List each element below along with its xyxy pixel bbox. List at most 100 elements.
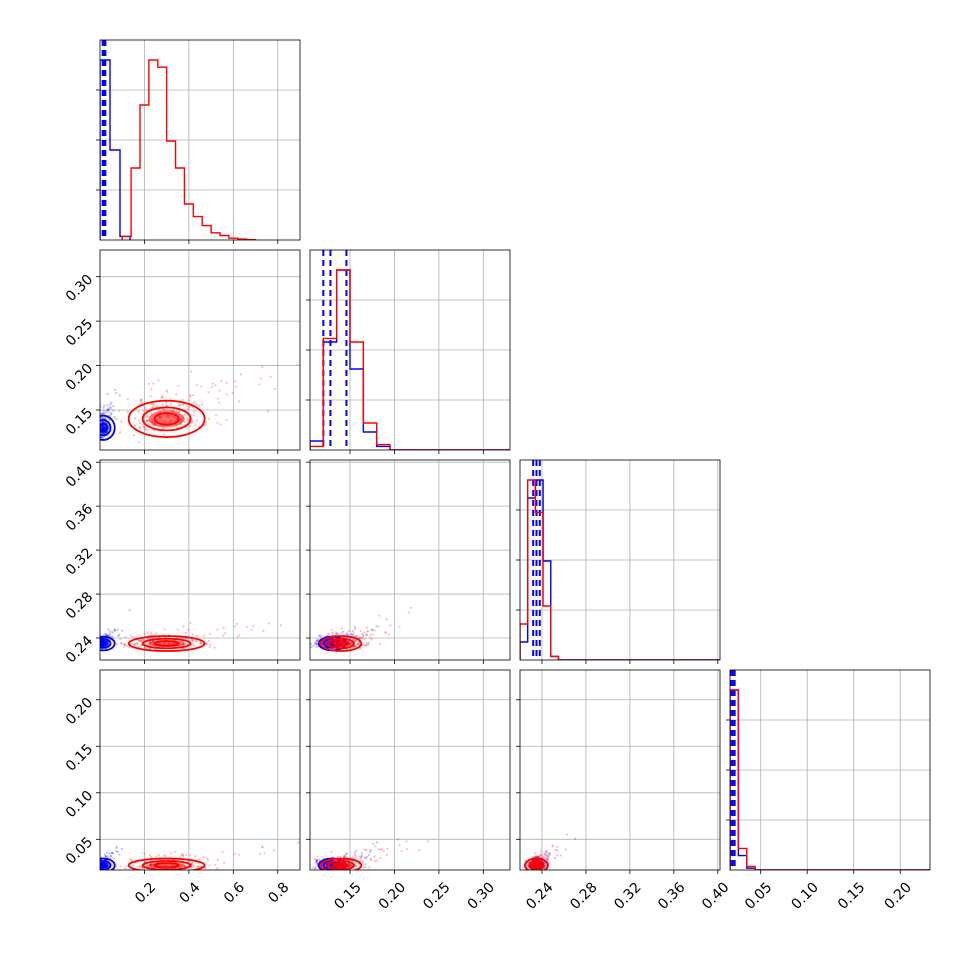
x-tick-label: 0.8 xyxy=(265,879,292,906)
sample-point-blue xyxy=(345,632,349,635)
sample-point-blue xyxy=(111,635,114,638)
sample-point-blue xyxy=(363,856,366,859)
sample-point-red xyxy=(354,856,358,859)
sample-point-blue xyxy=(108,852,111,855)
sample-point-red xyxy=(344,633,347,636)
sample-point-blue xyxy=(107,407,110,410)
sample-point-red xyxy=(400,849,403,853)
sample-point-red xyxy=(142,867,145,870)
sample-point-red xyxy=(213,646,216,649)
contour-red xyxy=(531,862,541,869)
sample-point-blue xyxy=(112,857,116,860)
panel-content xyxy=(98,838,300,873)
sample-point-blue xyxy=(115,846,118,849)
sample-point-red xyxy=(140,401,143,404)
contour-blue xyxy=(100,862,108,869)
x-tick-label: 0.28 xyxy=(567,879,600,912)
sample-point-red xyxy=(188,399,191,402)
sample-point-red xyxy=(259,852,262,855)
sample-point-red xyxy=(373,629,376,632)
sample-point-red xyxy=(142,425,146,428)
sample-point-red xyxy=(192,639,195,643)
sample-point-red xyxy=(191,633,194,636)
sample-point-blue xyxy=(316,642,319,646)
sample-point-red xyxy=(181,853,184,856)
sample-point-blue xyxy=(97,429,99,431)
sample-point-red xyxy=(372,842,375,845)
sample-point-red xyxy=(323,641,326,644)
sample-point-blue xyxy=(355,849,358,852)
sample-point-red xyxy=(544,864,547,867)
sample-point-red xyxy=(357,640,360,643)
sample-point-red xyxy=(238,633,241,637)
sample-point-red xyxy=(330,850,333,854)
sample-point-blue xyxy=(110,412,113,416)
sample-point-red xyxy=(214,414,218,417)
sample-point-red xyxy=(125,865,128,868)
sample-point-red xyxy=(184,641,187,645)
sample-point-red xyxy=(384,631,387,634)
sample-point-red xyxy=(236,635,239,639)
sample-point-red xyxy=(245,625,248,628)
sample-point-red xyxy=(134,862,137,865)
sample-point-blue xyxy=(97,646,99,648)
sample-point-blue xyxy=(345,852,348,855)
sample-point-red xyxy=(120,642,123,645)
sample-point-red xyxy=(161,395,164,399)
sample-point-red xyxy=(225,381,228,384)
sample-point-red xyxy=(139,866,142,869)
sample-point-blue xyxy=(116,628,119,632)
sample-point-red xyxy=(140,398,143,401)
sample-point-blue xyxy=(98,865,100,867)
panel-3-1: 0.15 0.20 0.25 0.30 xyxy=(306,669,511,913)
sample-point-blue xyxy=(101,437,105,440)
sample-point-red xyxy=(134,417,137,420)
sample-point-red xyxy=(181,403,185,406)
sample-point-red xyxy=(354,645,357,648)
sample-point-red xyxy=(357,643,360,646)
sample-point-red xyxy=(325,867,329,870)
sample-point-blue xyxy=(113,628,117,632)
sample-point-red xyxy=(137,440,140,444)
sample-point-red xyxy=(199,641,203,644)
sample-point-red xyxy=(143,632,146,635)
sample-point-red xyxy=(336,871,338,873)
sample-point-red xyxy=(211,382,214,385)
sample-point-red xyxy=(184,871,186,873)
sample-point-red xyxy=(141,866,144,869)
sample-point-blue xyxy=(545,851,548,854)
panel-frame xyxy=(309,669,511,871)
contour-red xyxy=(333,640,349,647)
sample-point-blue xyxy=(396,838,400,841)
sample-point-blue xyxy=(105,634,108,637)
sample-point-blue xyxy=(385,618,388,621)
sample-point-red xyxy=(364,857,368,860)
sample-point-blue xyxy=(98,644,100,646)
sample-point-red xyxy=(379,856,382,860)
sample-point-red xyxy=(129,858,132,861)
sample-point-red xyxy=(361,635,364,638)
contour-red xyxy=(141,406,192,432)
sample-point-blue xyxy=(110,412,113,415)
sample-point-blue xyxy=(113,388,117,391)
sample-point-red xyxy=(145,864,148,867)
sample-point-red xyxy=(273,387,276,391)
sample-point-blue xyxy=(112,404,115,408)
sample-point-blue xyxy=(316,638,319,641)
contour-red xyxy=(153,862,180,869)
sample-point-blue xyxy=(547,856,550,859)
sample-point-red xyxy=(546,858,549,861)
sample-point-red xyxy=(138,425,141,428)
sample-point-blue xyxy=(534,855,538,858)
histogram-blue xyxy=(520,479,720,660)
sample-point-red xyxy=(379,642,382,645)
sample-point-red xyxy=(372,633,375,636)
sample-point-red xyxy=(323,639,327,643)
sample-point-red xyxy=(126,410,129,413)
sample-point-blue xyxy=(106,404,109,407)
panel-content xyxy=(100,40,257,240)
x-tick-label: 0.36 xyxy=(655,879,688,912)
sample-point-red xyxy=(145,409,148,412)
sample-point-red xyxy=(190,866,193,869)
sample-point-red xyxy=(213,871,215,873)
